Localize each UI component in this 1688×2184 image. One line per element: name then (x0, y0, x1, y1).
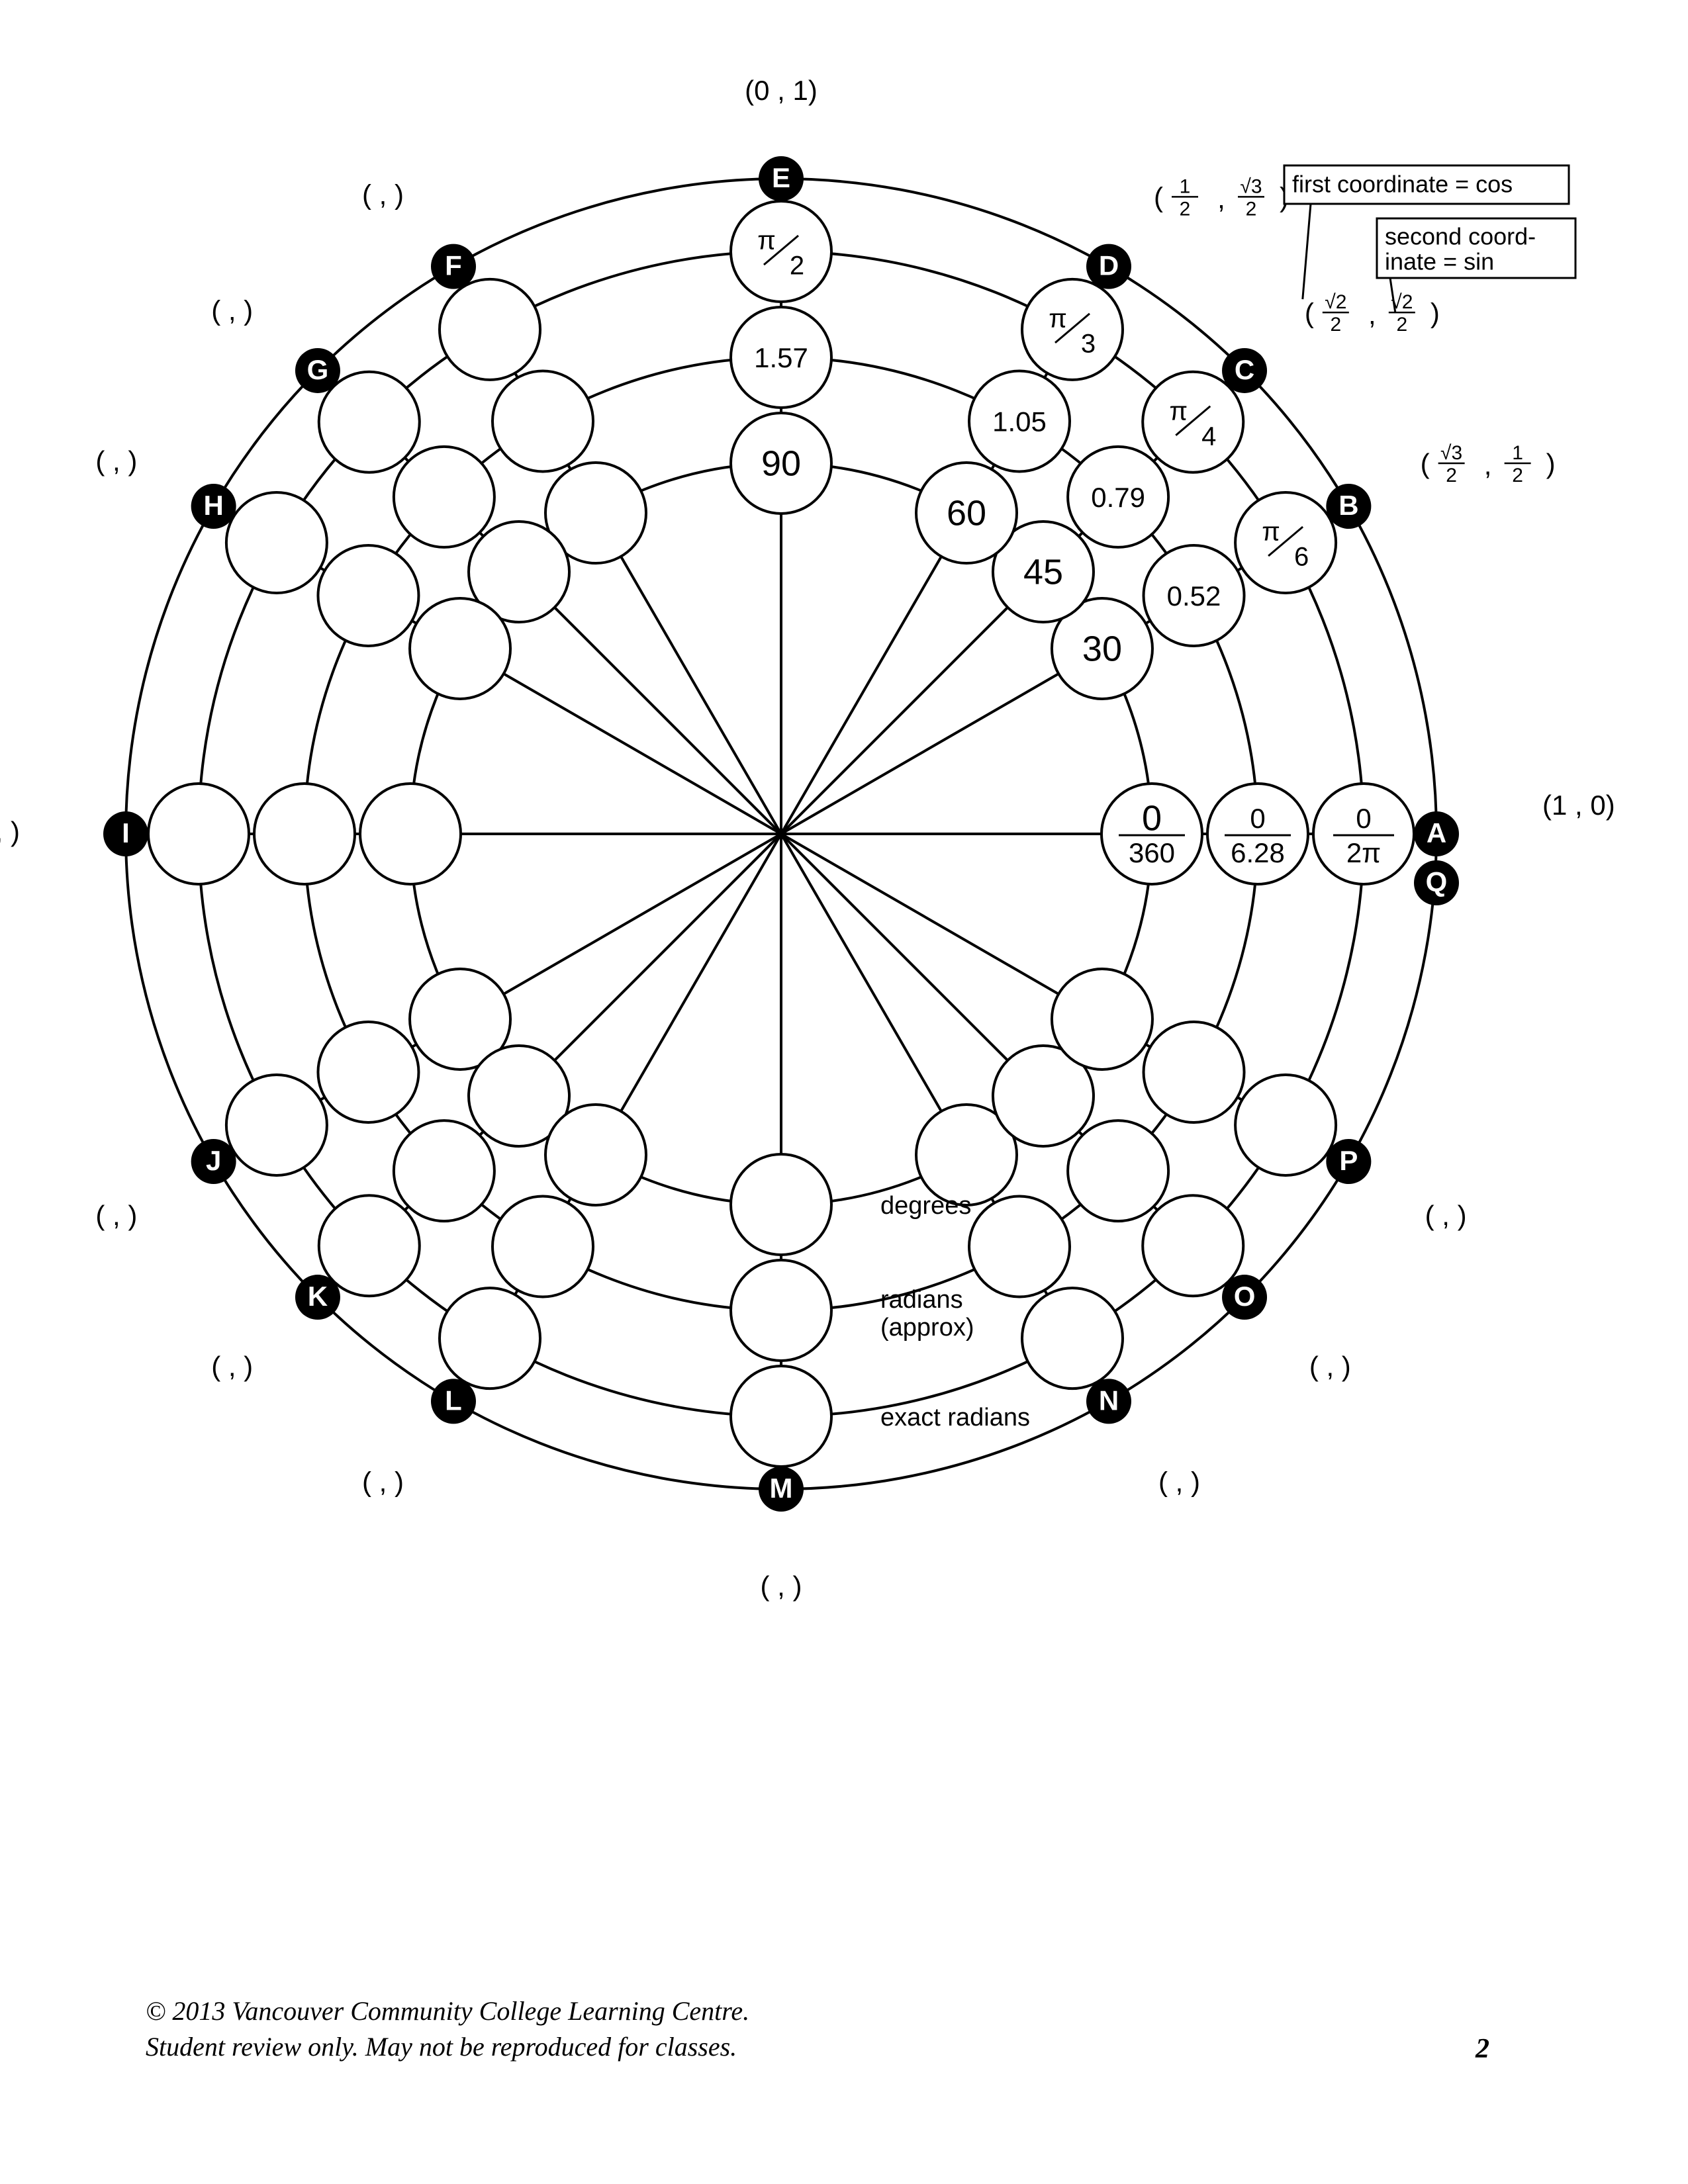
svg-text:C: C (1235, 354, 1254, 385)
svg-text:(approx): (approx) (880, 1314, 974, 1342)
svg-text:L: L (445, 1385, 462, 1416)
svg-text:B: B (1338, 490, 1358, 521)
svg-text:√3: √3 (1440, 442, 1462, 464)
svg-text:360: 360 (1129, 837, 1175, 868)
svg-text:√2: √2 (1325, 291, 1346, 313)
svg-text:N: N (1099, 1385, 1119, 1416)
svg-text:(1 , 0): (1 , 0) (1542, 790, 1615, 821)
svg-text:D: D (1099, 250, 1119, 281)
svg-text:O: O (1234, 1281, 1256, 1312)
svg-text:): ) (1546, 448, 1556, 479)
svg-text:( , ): ( , ) (95, 1200, 137, 1231)
svg-text:): ) (1430, 297, 1440, 328)
svg-text:2: 2 (1330, 314, 1341, 336)
svg-text:0: 0 (1142, 798, 1162, 838)
svg-text:second coord-: second coord- (1385, 223, 1536, 250)
svg-text:2: 2 (1246, 198, 1257, 220)
svg-text:( , ): ( , ) (211, 1351, 253, 1382)
svg-text:degrees: degrees (880, 1192, 971, 1220)
svg-text:π: π (757, 226, 776, 255)
svg-text:( , ): ( , ) (1158, 1467, 1200, 1498)
svg-text:π: π (1262, 518, 1280, 547)
svg-text:J: J (206, 1145, 221, 1176)
svg-text:2: 2 (1512, 465, 1523, 486)
svg-text:,: , (1368, 298, 1376, 330)
svg-text:exact radians: exact radians (880, 1404, 1030, 1432)
svg-text:( , ): ( , ) (362, 1467, 404, 1498)
svg-text:(: ( (1154, 181, 1163, 212)
svg-text:60: 60 (947, 493, 986, 533)
svg-text:( , ): ( , ) (0, 816, 20, 847)
svg-text:√3: √3 (1240, 175, 1262, 197)
svg-text:I: I (122, 817, 130, 848)
svg-text:,: , (1484, 449, 1492, 480)
svg-text:2: 2 (1396, 314, 1407, 336)
svg-text:2: 2 (790, 251, 804, 281)
svg-text:K: K (308, 1281, 328, 1312)
svg-text:first coordinate = cos: first coordinate = cos (1292, 171, 1513, 198)
svg-text:4: 4 (1201, 422, 1216, 451)
svg-text:E: E (772, 162, 790, 193)
svg-text:H: H (203, 490, 223, 521)
svg-text:( , ): ( , ) (211, 295, 253, 326)
svg-text:(0 , 1): (0 , 1) (745, 75, 818, 106)
svg-text:( , ): ( , ) (761, 1570, 802, 1602)
svg-text:1: 1 (1512, 442, 1523, 464)
svg-text:(: ( (1305, 297, 1314, 328)
svg-text:6.28: 6.28 (1231, 837, 1285, 868)
svg-text:6: 6 (1294, 543, 1309, 572)
svg-text:0: 0 (1356, 803, 1371, 834)
svg-text:1: 1 (1180, 175, 1191, 197)
svg-text:0: 0 (1250, 803, 1265, 834)
svg-text:2: 2 (1446, 465, 1457, 486)
svg-text:Q: Q (1426, 866, 1448, 897)
svg-text:inate = sin: inate = sin (1385, 248, 1494, 275)
svg-text:0.79: 0.79 (1091, 482, 1145, 513)
svg-text:A: A (1427, 817, 1446, 848)
svg-text:( , ): ( , ) (95, 445, 137, 477)
svg-text:G: G (307, 354, 329, 385)
svg-text:0.52: 0.52 (1167, 580, 1221, 612)
svg-text:π: π (1049, 304, 1067, 333)
page: 036006.2802πAQ(1 , 0)300.52π6B(√32,12)45… (0, 0, 1688, 2184)
page-number: 2 (1476, 2033, 1489, 2065)
svg-text:30: 30 (1082, 629, 1122, 668)
svg-text:( , ): ( , ) (1425, 1200, 1467, 1231)
footer-line-1: © 2013 Vancouver Community College Learn… (146, 1993, 749, 2029)
unit-circle-diagram: 036006.2802πAQ(1 , 0)300.52π6B(√32,12)45… (0, 0, 1688, 2184)
svg-text:( , ): ( , ) (362, 179, 404, 210)
svg-text:1.57: 1.57 (754, 342, 808, 373)
svg-text:(: ( (1421, 448, 1430, 479)
svg-text:M: M (770, 1473, 793, 1504)
svg-text:2: 2 (1180, 198, 1191, 220)
svg-text:( , ): ( , ) (1309, 1351, 1351, 1382)
svg-text:,: , (1217, 183, 1225, 214)
svg-text:P: P (1339, 1145, 1358, 1176)
svg-text:1.05: 1.05 (992, 406, 1047, 437)
svg-text:radians: radians (880, 1286, 963, 1314)
svg-text:π: π (1169, 396, 1188, 426)
footer-line-2: Student review only. May not be reproduc… (146, 2029, 749, 2065)
svg-text:F: F (445, 250, 462, 281)
footer: © 2013 Vancouver Community College Learn… (146, 1993, 749, 2065)
svg-text:3: 3 (1081, 329, 1096, 358)
svg-text:2π: 2π (1346, 837, 1381, 868)
svg-text:90: 90 (761, 443, 801, 483)
svg-text:45: 45 (1023, 552, 1063, 592)
